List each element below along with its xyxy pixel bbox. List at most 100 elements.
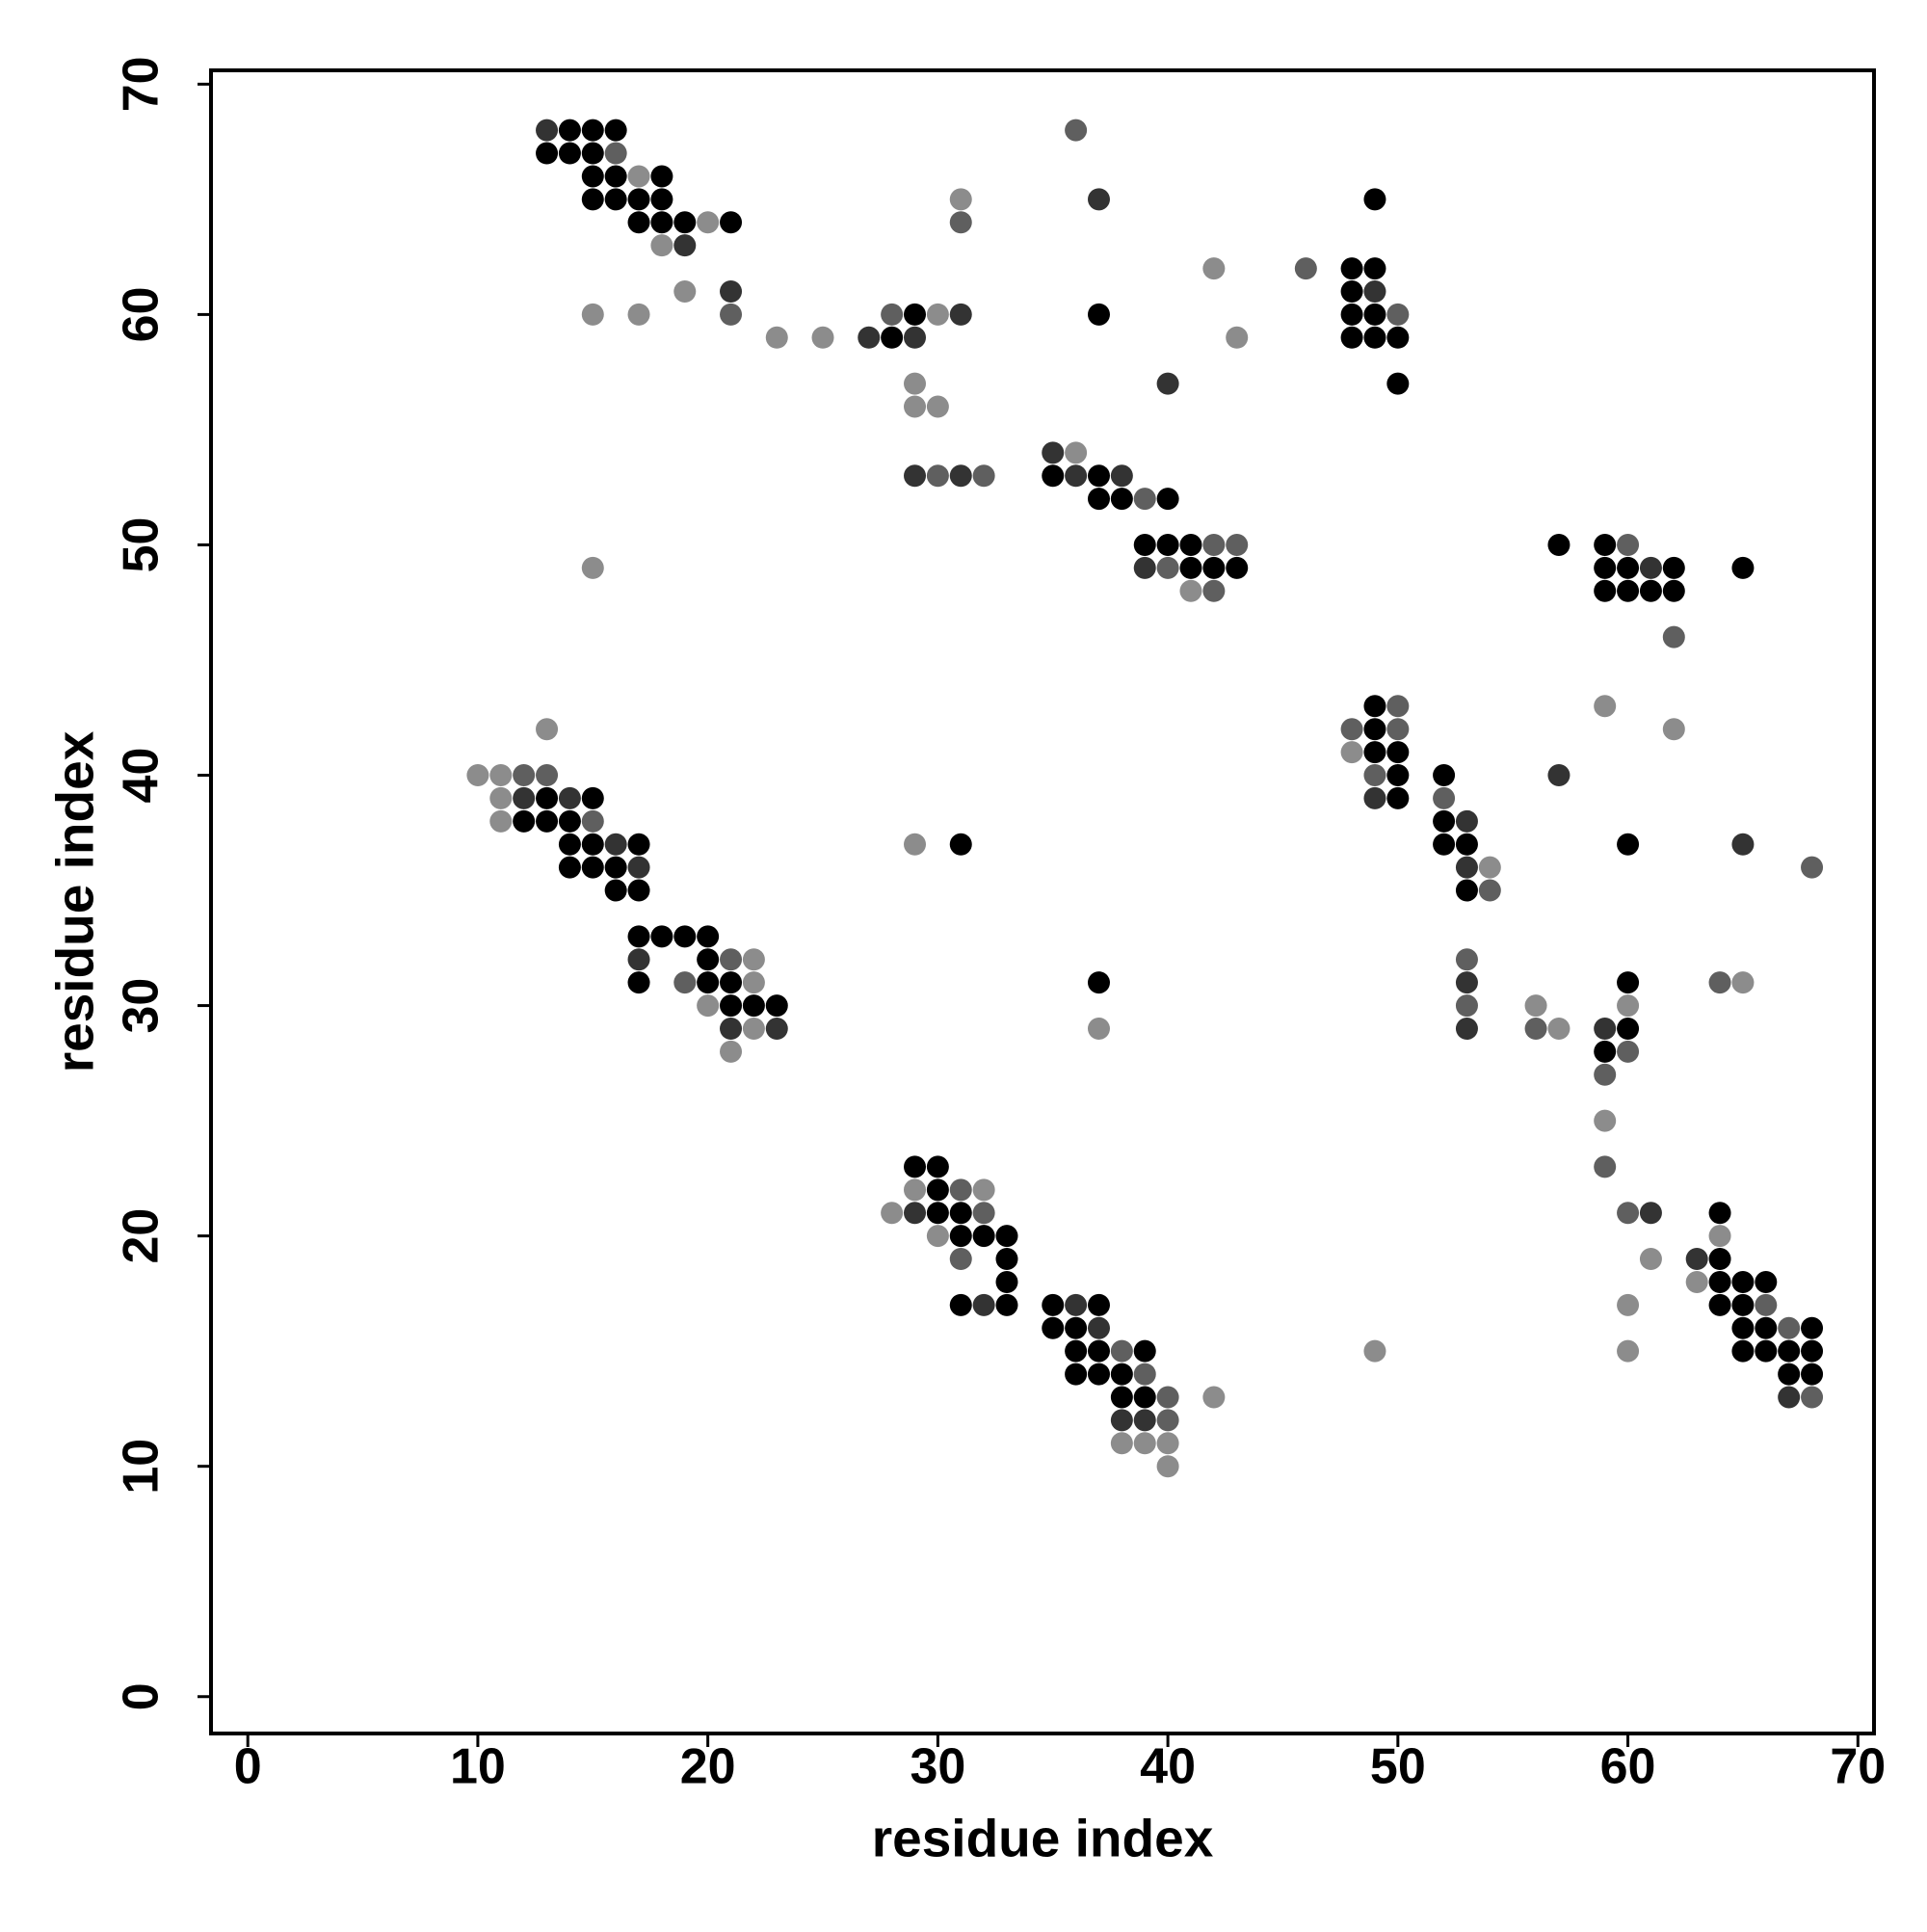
x-tick-label: 40: [1140, 1739, 1196, 1795]
point: [1455, 879, 1478, 902]
point: [1386, 695, 1410, 718]
point: [1179, 579, 1202, 602]
point: [1087, 971, 1110, 994]
point: [1594, 556, 1617, 579]
point: [1156, 1409, 1179, 1432]
point: [536, 809, 559, 833]
point: [1363, 786, 1386, 809]
point: [720, 211, 743, 234]
point: [1133, 533, 1156, 556]
x-tick-label: 70: [1830, 1739, 1886, 1795]
point: [1639, 1202, 1662, 1225]
point: [881, 326, 904, 349]
point: [1133, 1432, 1156, 1455]
point: [1087, 1293, 1110, 1316]
point: [673, 211, 697, 234]
point: [1156, 1386, 1179, 1409]
point: [1662, 556, 1685, 579]
point: [697, 211, 720, 234]
point: [1110, 1386, 1133, 1409]
point: [1110, 1409, 1133, 1432]
point: [1087, 1017, 1110, 1040]
point: [1731, 1270, 1755, 1293]
y-tick-label: 50: [114, 517, 170, 573]
point: [673, 971, 697, 994]
point: [1801, 856, 1824, 879]
point: [1363, 303, 1386, 326]
point: [536, 718, 559, 741]
point: [1433, 833, 1456, 856]
point: [1617, 971, 1640, 994]
point: [1778, 1316, 1801, 1339]
point: [1617, 994, 1640, 1018]
point: [1594, 1109, 1617, 1132]
point: [1455, 948, 1478, 971]
x-tick-label: 0: [234, 1739, 262, 1795]
point: [1594, 1017, 1617, 1040]
point: [627, 879, 650, 902]
point: [581, 303, 604, 326]
point: [627, 303, 650, 326]
point: [1755, 1293, 1778, 1316]
point: [949, 833, 972, 856]
point: [1731, 1339, 1755, 1363]
point: [1340, 741, 1363, 764]
point: [1133, 1339, 1156, 1363]
point: [1433, 786, 1456, 809]
point: [1042, 464, 1065, 488]
x-tick-label: 60: [1600, 1739, 1656, 1795]
point: [1156, 556, 1179, 579]
point: [627, 833, 650, 856]
y-tick-label: 40: [114, 748, 170, 804]
point: [1087, 1316, 1110, 1339]
point: [949, 464, 972, 488]
point: [720, 971, 743, 994]
point: [604, 879, 627, 902]
point: [1617, 1040, 1640, 1063]
point: [742, 948, 765, 971]
point: [1133, 556, 1156, 579]
point: [1133, 488, 1156, 511]
point: [1617, 556, 1640, 579]
point: [697, 994, 720, 1018]
point: [1617, 1339, 1640, 1363]
point: [1363, 695, 1386, 718]
point: [1386, 764, 1410, 787]
point: [1087, 488, 1110, 511]
point: [1524, 994, 1547, 1018]
point: [1042, 1316, 1065, 1339]
point: [1685, 1248, 1708, 1271]
point: [1087, 464, 1110, 488]
point: [1731, 833, 1755, 856]
point: [1639, 556, 1662, 579]
point: [1065, 464, 1088, 488]
point: [604, 856, 627, 879]
point: [1455, 856, 1478, 879]
point: [1363, 279, 1386, 303]
point: [972, 1178, 995, 1202]
point: [1594, 533, 1617, 556]
point: [627, 856, 650, 879]
point: [1087, 1339, 1110, 1363]
x-tick-label: 20: [680, 1739, 736, 1795]
point: [1801, 1316, 1824, 1339]
point: [1386, 303, 1410, 326]
point: [1708, 1202, 1731, 1225]
point: [1042, 441, 1065, 464]
point: [995, 1293, 1018, 1316]
point: [1708, 1270, 1731, 1293]
point: [1065, 119, 1088, 142]
point: [627, 211, 650, 234]
point: [720, 1017, 743, 1040]
point: [1778, 1363, 1801, 1386]
point: [1617, 1202, 1640, 1225]
point: [1594, 1155, 1617, 1178]
point: [1156, 1432, 1179, 1455]
point: [904, 464, 927, 488]
point: [995, 1248, 1018, 1271]
point: [1617, 579, 1640, 602]
point: [1363, 326, 1386, 349]
point: [1594, 1063, 1617, 1086]
point: [972, 1293, 995, 1316]
